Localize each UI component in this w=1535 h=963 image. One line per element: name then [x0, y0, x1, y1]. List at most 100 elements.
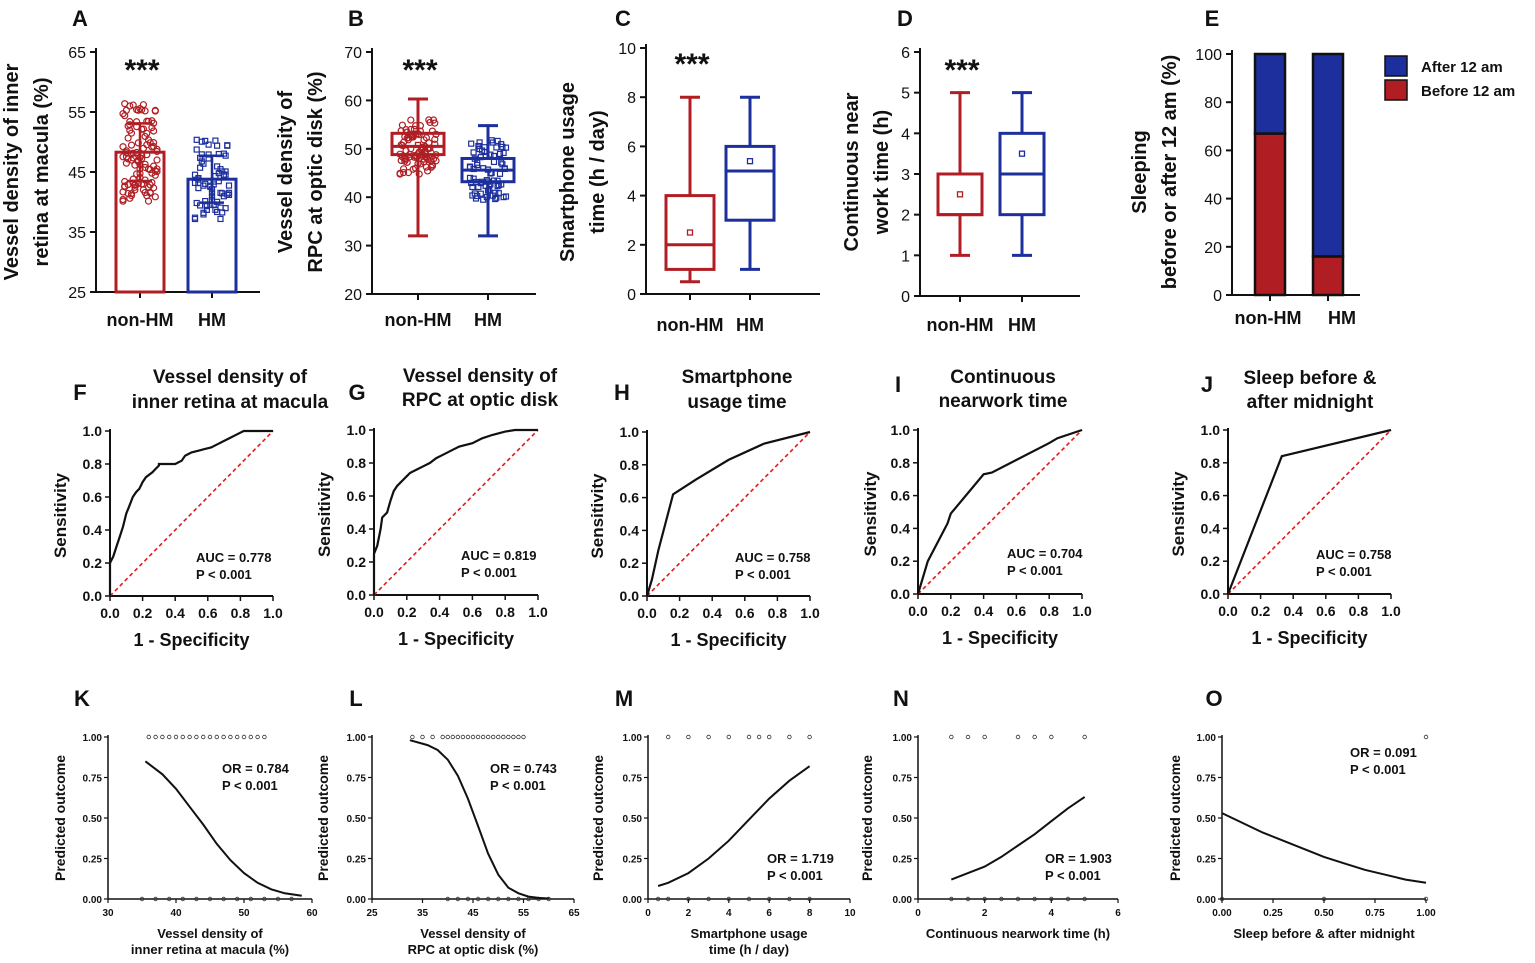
legend-label: After 12 am — [1421, 59, 1503, 76]
data-point — [208, 193, 216, 200]
outcome-point — [440, 734, 445, 740]
panel-letter: L — [349, 686, 362, 711]
logistic-curve — [144, 760, 302, 897]
outcome-point — [470, 734, 476, 740]
y-axis-title: Sleeping — [1129, 130, 1151, 213]
panel-letter: H — [614, 380, 630, 405]
chart-title: RPC at optic disk — [402, 390, 559, 411]
chart-title: Smartphone — [682, 367, 793, 388]
x-axis-title: 1 - Specificity — [1251, 628, 1367, 648]
data-point — [127, 129, 136, 137]
odds-ratio-label: OR = 1.903 — [1045, 851, 1112, 866]
data-point — [207, 183, 214, 190]
outcome-point — [410, 734, 415, 740]
outcome-point — [1032, 734, 1037, 740]
outcome-point — [767, 896, 772, 902]
x-tick-label: 0.75 — [1365, 908, 1385, 919]
outcome-point — [501, 734, 506, 740]
data-point — [133, 148, 141, 157]
x-axis-title: 1 - Specificity — [670, 630, 786, 650]
panel-letter: K — [74, 686, 90, 711]
data-point — [422, 163, 430, 171]
data-point — [139, 144, 147, 152]
x-tick-label: 0.4 — [974, 603, 994, 619]
y-tick-label: 40 — [1204, 192, 1222, 209]
x-tick-label: 6 — [766, 908, 772, 919]
outcome-point — [506, 734, 511, 740]
x-axis-title: Vessel density of — [420, 926, 526, 941]
x-category-label: HM — [1328, 308, 1356, 328]
x-tick-label: 1.0 — [1381, 603, 1401, 619]
x-tick-label: 50 — [238, 908, 250, 919]
data-point — [498, 141, 505, 148]
outcome-point — [262, 734, 267, 740]
data-point — [124, 122, 132, 130]
outcome-point — [746, 734, 752, 740]
data-point — [136, 154, 144, 162]
data-point — [494, 183, 501, 190]
data-point — [151, 193, 159, 201]
y-tick-label: 0.8 — [891, 455, 911, 471]
outcome-point — [153, 734, 158, 740]
outcome-point — [139, 896, 145, 902]
x-tick-label: 0 — [645, 908, 651, 919]
data-point — [224, 142, 231, 149]
x-tick-label: 1.0 — [1072, 603, 1092, 619]
data-point — [215, 178, 222, 185]
y-tick-label: 0 — [901, 289, 910, 306]
outcome-point — [187, 734, 192, 740]
logistic-curve — [657, 765, 811, 887]
chart-title: after midnight — [1247, 392, 1374, 413]
outcome-point — [1049, 896, 1054, 902]
y-tick-label: 0.0 — [347, 587, 367, 603]
odds-ratio-label: OR = 0.091 — [1350, 745, 1417, 760]
data-point — [191, 179, 199, 187]
outcome-point — [706, 896, 711, 902]
data-point — [500, 194, 507, 201]
y-axis-title: Predicted outcome — [1167, 755, 1183, 881]
panel-letter: N — [893, 686, 909, 711]
y-tick-label: 60 — [1204, 143, 1222, 160]
y-tick-label: 0.00 — [893, 895, 913, 906]
y-tick-label: 6 — [901, 45, 910, 62]
x-tick-label: 35 — [417, 908, 429, 919]
x-tick-label: 2 — [982, 908, 988, 919]
outcome-point — [1049, 734, 1054, 740]
y-tick-label: 0.6 — [891, 488, 911, 504]
legend-swatch — [1384, 79, 1408, 101]
data-point — [202, 137, 209, 144]
y-tick-label: 0.6 — [620, 490, 640, 506]
data-point — [144, 117, 153, 125]
data-point — [151, 107, 159, 115]
x-tick-label: 0.6 — [735, 605, 755, 621]
y-tick-label: 0.50 — [1197, 814, 1217, 825]
y-tick-label: 2 — [901, 208, 910, 225]
data-point — [146, 181, 154, 189]
p-value-label: P < 0.001 — [1007, 563, 1063, 578]
outcome-point — [485, 734, 491, 740]
y-tick-label: 1.00 — [893, 733, 913, 744]
panel-letter: D — [897, 6, 913, 31]
data-point — [200, 182, 207, 189]
data-point — [224, 191, 231, 198]
x-tick-label: 0.8 — [768, 605, 788, 621]
y-axis-title: time (h / day) — [587, 110, 609, 233]
outcome-point — [166, 734, 172, 740]
y-tick-label: 0.50 — [347, 814, 367, 825]
y-tick-label: 0.50 — [623, 814, 643, 825]
x-tick-label: 25 — [366, 908, 378, 919]
x-tick-label: 0.6 — [463, 604, 483, 620]
outcome-point — [146, 734, 151, 740]
data-point — [121, 100, 129, 108]
x-tick-label: 2 — [686, 908, 692, 919]
outcome-point — [207, 734, 213, 740]
x-category-label: HM — [736, 315, 764, 335]
data-point — [428, 161, 436, 169]
x-axis-title: Continuous nearwork time (h) — [926, 926, 1110, 941]
y-tick-label: 1.0 — [347, 422, 367, 438]
x-tick-label: 0.8 — [1349, 603, 1369, 619]
y-tick-label: 0.4 — [620, 522, 640, 538]
data-point — [195, 185, 202, 192]
data-point — [139, 125, 147, 133]
